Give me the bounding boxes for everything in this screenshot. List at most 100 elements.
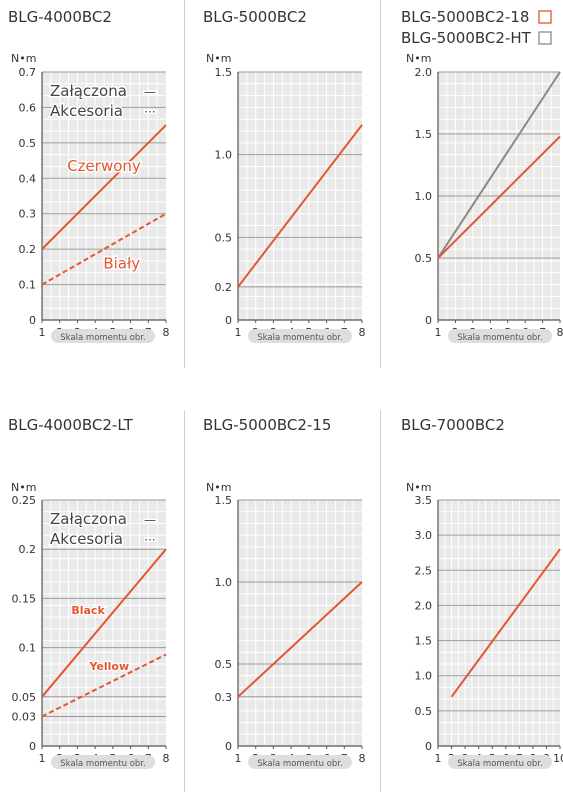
y-axis-label: N•m — [206, 481, 231, 494]
legend-symbol: — — [144, 85, 156, 99]
y-tick-label: 1.0 — [215, 149, 233, 162]
y-tick-label: 0 — [225, 314, 232, 327]
x-axis-label: Skala momentu obr. — [257, 759, 342, 769]
series-line-1 — [437, 71, 561, 259]
y-tick-label: 0.25 — [12, 494, 37, 507]
x-tick-label: 1 — [435, 326, 442, 339]
series-line-1 — [41, 548, 167, 698]
legend-symbol: ··· — [144, 533, 155, 547]
chart-4: BLG-4000BC2-LT00.030.050.10.150.20.25123… — [8, 416, 170, 769]
series-label: Czerwony — [67, 157, 141, 175]
chart-title: BLG-5000BC2 — [203, 8, 307, 26]
separator-2 — [380, 0, 381, 368]
y-tick-label: 0.3 — [19, 208, 37, 221]
chart-2: BLG-5000BC200.20.51.01.512345678N•mSkala… — [203, 8, 366, 343]
legend-box-orange — [538, 10, 552, 24]
x-axis-label: Skala momentu obr. — [60, 333, 145, 343]
chart-title-line: BLG-5000BC2-18 — [401, 8, 529, 26]
y-tick-label: 0.6 — [19, 101, 37, 114]
legend-box-gray — [538, 31, 552, 45]
legend-symbol: — — [144, 513, 156, 527]
x-tick-label: 8 — [163, 752, 170, 765]
x-axis-label: Skala momentu obr. — [257, 333, 342, 343]
series-label: Black — [71, 604, 105, 617]
y-axis-label: N•m — [406, 52, 431, 65]
x-tick-label: 1 — [235, 326, 242, 339]
series-line-1 — [41, 124, 167, 250]
x-tick-label: 1 — [235, 752, 242, 765]
x-tick-label: 8 — [163, 326, 170, 339]
chart-title: BLG-4000BC2 — [8, 8, 112, 26]
y-tick-label: 0.05 — [12, 691, 37, 704]
separator-4 — [380, 410, 381, 792]
y-tick-label: 1.5 — [215, 494, 233, 507]
y-tick-label: 0 — [225, 740, 232, 753]
y-tick-label: 0.3 — [215, 691, 233, 704]
legend-label: Akcesoria — [50, 530, 123, 548]
y-tick-label: 0 — [29, 314, 36, 327]
series-label: Biały — [103, 255, 140, 273]
y-tick-label: 0.15 — [12, 592, 37, 605]
series-line-2 — [437, 135, 561, 259]
y-tick-label: 0.2 — [215, 281, 233, 294]
chart-title: BLG-5000BC2-15 — [203, 416, 331, 434]
y-tick-label: 2.0 — [415, 66, 433, 79]
x-axis-label-pill — [248, 329, 352, 343]
y-tick-label: 1.5 — [415, 128, 433, 141]
y-tick-label: 0 — [29, 740, 36, 753]
chart-title: BLG-7000BC2 — [401, 416, 505, 434]
y-tick-label: 0.5 — [215, 231, 233, 244]
y-tick-label: 1.0 — [215, 576, 233, 589]
x-tick-label: 8 — [359, 326, 366, 339]
series-label: Yellow — [88, 660, 129, 673]
chart-title: BLG-4000BC2-LT — [8, 416, 134, 434]
series-line-1 — [237, 124, 363, 288]
y-tick-label: 1.0 — [415, 190, 433, 203]
y-tick-label: 1.5 — [415, 635, 433, 648]
y-axis-label: N•m — [11, 481, 36, 494]
chart-title-line: BLG-5000BC2-HT — [401, 29, 532, 47]
y-tick-label: 0.1 — [19, 642, 37, 655]
y-tick-label: 0.7 — [19, 66, 37, 79]
separator-1 — [184, 0, 185, 368]
chart-3: BLG-5000BC2-18 BLG-5000BC2-HT 0 0.5 1.0 1.5 2.… — [401, 8, 563, 343]
x-tick-label: 1 — [39, 326, 46, 339]
separator-3 — [184, 410, 185, 792]
x-axis-label: Skala momentu obr. — [457, 333, 542, 343]
legend-label: Załączona — [50, 510, 127, 528]
x-axis-label: Skala momentu obr. — [60, 759, 145, 769]
series-line-1 — [450, 548, 561, 698]
legend-label: Załączona — [50, 82, 127, 100]
y-axis-label: N•m — [11, 52, 36, 65]
chart-6: BLG-7000BC200.51.01.52.02.53.03.51234567… — [401, 416, 563, 769]
x-axis-label-pill — [448, 755, 552, 769]
y-tick-label: 2.5 — [415, 564, 433, 577]
y-tick-label: 0.5 — [415, 252, 433, 265]
series-line-2 — [41, 653, 167, 718]
chart-5: BLG-5000BC2-1500.30.51.01.512345678N•mSk… — [203, 416, 366, 769]
y-tick-label: 0.2 — [19, 243, 37, 256]
x-tick-label: 8 — [359, 752, 366, 765]
y-tick-label: 0.5 — [415, 705, 433, 718]
y-axis-label: N•m — [406, 481, 431, 494]
y-tick-label: 0 — [425, 740, 432, 753]
y-tick-label: 0.03 — [12, 710, 37, 723]
x-axis-label-pill — [51, 755, 155, 769]
y-tick-label: 0.2 — [19, 543, 37, 556]
y-tick-label: 0 — [425, 314, 432, 327]
y-tick-label: 3.0 — [415, 529, 433, 542]
x-tick-label: 1 — [39, 752, 46, 765]
y-tick-label: 0.5 — [215, 658, 233, 671]
y-tick-label: 0.4 — [19, 172, 37, 185]
chart-1: BLG-4000BC200.10.20.30.40.50.60.71234567… — [8, 8, 170, 343]
y-axis-label: N•m — [206, 52, 231, 65]
series-line-1 — [237, 581, 363, 698]
y-tick-label: 1.0 — [415, 670, 433, 683]
x-tick-label: 10 — [553, 752, 563, 765]
y-tick-label: 2.0 — [415, 599, 433, 612]
x-tick-label: 1 — [435, 752, 442, 765]
legend-symbol: ··· — [144, 105, 155, 119]
x-axis-label-pill — [448, 329, 552, 343]
y-tick-label: 3.5 — [415, 494, 433, 507]
